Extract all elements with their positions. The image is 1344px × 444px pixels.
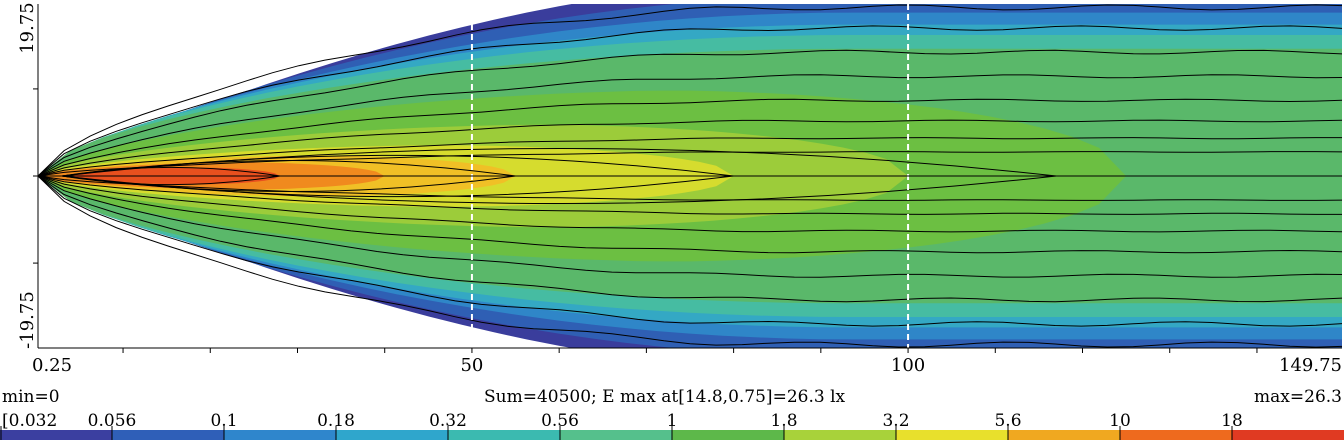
colorbar-segment: [1232, 430, 1344, 440]
colorbar-label: 0.18: [317, 411, 355, 431]
colorbar-label: 18: [1221, 411, 1243, 431]
colorbar-label: 10: [1109, 411, 1131, 431]
colorbar-segment: [112, 430, 225, 440]
colorbar-label: [0.032: [2, 411, 57, 431]
contour-line: [38, 175, 1342, 201]
colorbar-segment: [224, 430, 337, 440]
contour-line: [38, 4, 1342, 177]
x-axis-ticks: 0.25 50 100 149.75: [32, 348, 1342, 376]
colorbar-label: 0.056: [88, 411, 137, 431]
contour-line: [38, 175, 1342, 233]
max-label: max=26.3: [1254, 387, 1342, 407]
colorbar-segment: [1120, 430, 1233, 440]
colorbar-segment: [560, 430, 673, 440]
x-tick-label: 149.75: [1279, 355, 1342, 376]
contour-line: [38, 175, 1342, 348]
colorbar: [0.032 0.056 0.1 0.18 0.32 0.56 1 1.8 3.2 5.6 10 18: [0, 411, 1344, 440]
min-label: min=0: [2, 387, 60, 407]
colorbar-label: 1.8: [770, 411, 797, 431]
y-axis-ticks: 19.75 -19.75: [17, 2, 38, 349]
colorbar-segment: [896, 430, 1009, 440]
contour-line: [38, 151, 1342, 177]
colorbar-label: 5.6: [994, 411, 1021, 431]
colorbar-segment: [672, 430, 785, 440]
contour-line: [38, 175, 1342, 278]
colorbar-label: 1: [667, 411, 678, 431]
y-tick-label: 19.75: [17, 2, 38, 54]
plot-area: [38, 4, 1342, 348]
contour-line: [38, 175, 1342, 254]
contour-line: [38, 74, 1342, 177]
colorbar-segment: [336, 430, 449, 440]
contour-line: [38, 49, 1342, 177]
colorbar-segment: [0, 430, 113, 440]
x-tick-label: 100: [891, 355, 925, 376]
stats-label: Sum=40500; E max at[14.8,0.75]=26.3 lx: [484, 387, 846, 407]
color-bands: [38, 4, 1342, 348]
colorbar-label: 3.2: [882, 411, 909, 431]
x-tick-label: 50: [460, 355, 483, 376]
x-tick-label: 0.25: [32, 355, 72, 376]
colorbar-segment: [784, 430, 897, 440]
contour-lines: [38, 4, 1342, 348]
y-tick-label: -19.75: [17, 291, 38, 349]
colorbar-label: 0.32: [429, 411, 467, 431]
colorbar-label: 0.56: [541, 411, 579, 431]
colorbar-segment: [1008, 430, 1121, 440]
contour-line: [38, 25, 1342, 177]
contour-line: [38, 119, 1342, 177]
contour-line: [38, 98, 1342, 177]
contour-line: [38, 175, 1342, 215]
contour-line: [38, 175, 1342, 327]
contour-line: [38, 175, 1342, 303]
colorbar-label: 0.1: [210, 411, 237, 431]
contour-line: [38, 137, 1342, 177]
colorbar-segment: [448, 430, 561, 440]
